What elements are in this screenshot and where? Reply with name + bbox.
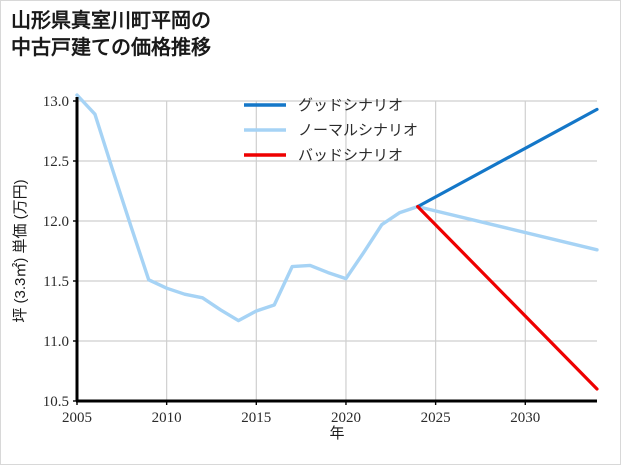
x-axis-tick-labels: 2005 2010 2015 2020 2025 2030 bbox=[62, 410, 540, 426]
x-axis-title: 年 bbox=[329, 425, 344, 442]
page-title: 山形県真室川町平岡の 中古戸建ての価格推移 bbox=[11, 10, 211, 59]
y-tick-label: 12.5 bbox=[43, 154, 69, 170]
y-tick-label: 10.5 bbox=[43, 394, 69, 410]
tick-marks bbox=[73, 100, 526, 405]
y-tick-label: 12.0 bbox=[43, 214, 69, 230]
x-tick-label: 2030 bbox=[510, 410, 540, 426]
y-tick-label: 13.0 bbox=[43, 94, 69, 110]
axis-lines bbox=[75, 97, 597, 403]
x-tick-label: 2025 bbox=[421, 410, 451, 426]
legend-label: バッドシナリオ bbox=[298, 148, 403, 164]
y-tick-label: 11.0 bbox=[43, 334, 69, 350]
y-tick-label: 11.5 bbox=[43, 274, 69, 290]
x-tick-label: 2005 bbox=[62, 410, 92, 426]
legend-label: ノーマルシナリオ bbox=[298, 123, 418, 139]
data-series-lines bbox=[75, 93, 599, 391]
y-axis-title: 坪 (3.3㎡) 単価 (万円) bbox=[12, 179, 29, 322]
grid-lines bbox=[76, 100, 597, 402]
y-axis-tick-labels: 10.5 11.0 11.5 12.0 12.5 13.0 bbox=[43, 94, 69, 410]
legend-label: グッドシナリオ bbox=[298, 97, 403, 114]
x-tick-label: 2015 bbox=[241, 410, 271, 426]
x-tick-label: 2010 bbox=[152, 410, 182, 426]
x-tick-label: 2020 bbox=[331, 410, 361, 426]
